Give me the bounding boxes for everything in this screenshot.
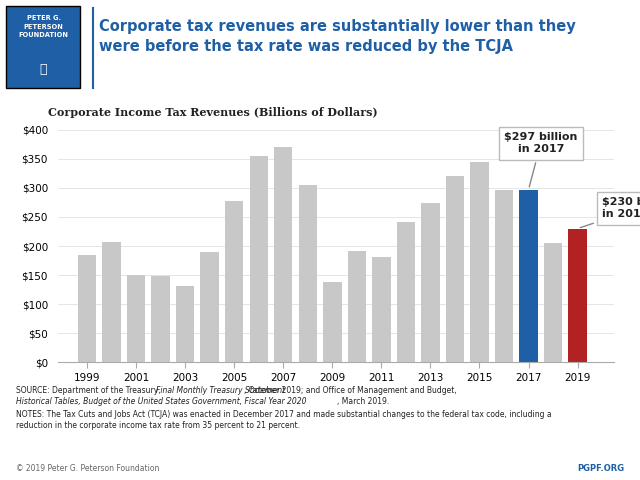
Bar (495, 190, 513, 362)
Bar (323, 282, 342, 362)
Text: , October 2019; and Office of Management and Budget,: , October 2019; and Office of Management… (244, 386, 459, 396)
Bar (152, 276, 170, 362)
Bar (200, 252, 219, 362)
Text: Final Monthly Treasury Statement: Final Monthly Treasury Statement (156, 386, 285, 396)
Bar (348, 251, 366, 362)
FancyBboxPatch shape (6, 6, 80, 88)
Text: NOTES: The Tax Cuts and Jobs Act (TCJA) was enacted in December 2017 and made su: NOTES: The Tax Cuts and Jobs Act (TCJA) … (16, 409, 552, 431)
Text: Historical Tables, Budget of the United States Government, Fiscal Year 2020: Historical Tables, Budget of the United … (16, 397, 307, 406)
Text: , March 2019.: , March 2019. (337, 397, 390, 406)
Text: $297 billion
in 2017: $297 billion in 2017 (504, 132, 577, 187)
Bar (421, 203, 440, 362)
Bar (176, 286, 195, 362)
Text: © 2019 Peter G. Peterson Foundation: © 2019 Peter G. Peterson Foundation (16, 464, 159, 473)
Bar (544, 243, 563, 362)
Text: PGPF.ORG: PGPF.ORG (577, 464, 624, 473)
Bar (78, 255, 96, 362)
Bar (299, 185, 317, 362)
Bar (127, 275, 145, 362)
Bar (225, 201, 243, 362)
Text: SOURCE: Department of the Treasury,: SOURCE: Department of the Treasury, (16, 386, 163, 396)
Bar (519, 190, 538, 362)
Bar (274, 147, 292, 362)
Bar (470, 162, 489, 362)
Text: Corporate Income Tax Revenues (Billions of Dollars): Corporate Income Tax Revenues (Billions … (48, 108, 378, 118)
Bar (102, 242, 121, 362)
Bar (372, 257, 390, 362)
Text: $230 billion
in 2019: $230 billion in 2019 (580, 197, 640, 228)
Bar (568, 228, 587, 362)
Text: PETER G.
PETERSON
FOUNDATION: PETER G. PETERSON FOUNDATION (19, 15, 68, 38)
Bar (446, 176, 464, 362)
Bar (397, 222, 415, 362)
Bar (250, 156, 268, 362)
Text: Corporate tax revenues are substantially lower than they
were before the tax rat: Corporate tax revenues are substantially… (99, 19, 576, 54)
Text: 🏛: 🏛 (40, 62, 47, 76)
